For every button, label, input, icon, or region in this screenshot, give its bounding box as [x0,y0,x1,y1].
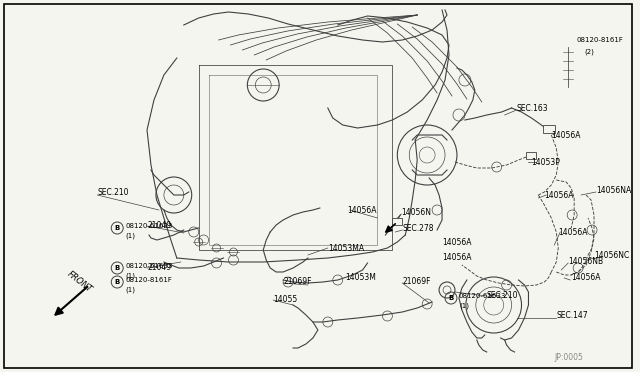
Text: 21069F: 21069F [403,278,431,286]
Text: (1): (1) [125,233,135,239]
Text: B: B [449,295,454,301]
Text: B: B [115,279,120,285]
Text: (1): (1) [459,303,469,309]
Bar [527,152,536,159]
Text: 21069F: 21069F [283,278,312,286]
Text: 14053P: 14053P [531,157,561,167]
Text: (1): (1) [125,287,135,293]
Text: B: B [115,225,120,231]
Text: FRONT: FRONT [65,270,93,294]
Bar [543,125,556,133]
Text: 14056A: 14056A [348,205,377,215]
Text: 08120-61633: 08120-61633 [125,263,173,269]
Text: 14056NA: 14056NA [596,186,631,195]
Text: B: B [115,265,120,271]
Text: 14056A: 14056A [442,253,472,263]
Text: 14056N: 14056N [401,208,431,217]
Text: 14055: 14055 [273,295,298,305]
Text: 14056NB: 14056NB [568,257,604,266]
Text: 14056A: 14056A [558,228,588,237]
Text: SEC.147: SEC.147 [556,311,588,320]
Text: SEC.210: SEC.210 [487,291,518,299]
Text: (2): (2) [584,49,594,55]
Text: 08120-8161F: 08120-8161F [576,37,623,43]
Text: 14056A: 14056A [545,190,574,199]
Text: 14053MA: 14053MA [328,244,364,253]
Text: 14053M: 14053M [346,273,376,282]
Text: 21049: 21049 [147,221,171,230]
Text: 14056A: 14056A [571,273,601,282]
Text: 14056A: 14056A [551,131,581,140]
Bar [392,218,403,225]
Text: 08120-61633: 08120-61633 [125,223,173,229]
Text: 08120-61633: 08120-61633 [459,293,506,299]
Text: 08120-8161F: 08120-8161F [125,277,172,283]
Text: SEC.210: SEC.210 [97,187,129,196]
Text: SEC.278: SEC.278 [403,224,434,232]
Text: (1): (1) [125,273,135,279]
Text: JP:0005: JP:0005 [554,353,583,362]
Text: 21049: 21049 [147,263,171,273]
Text: 14056A: 14056A [442,237,472,247]
Text: 14056NC: 14056NC [594,250,629,260]
Text: SEC.163: SEC.163 [516,103,548,112]
